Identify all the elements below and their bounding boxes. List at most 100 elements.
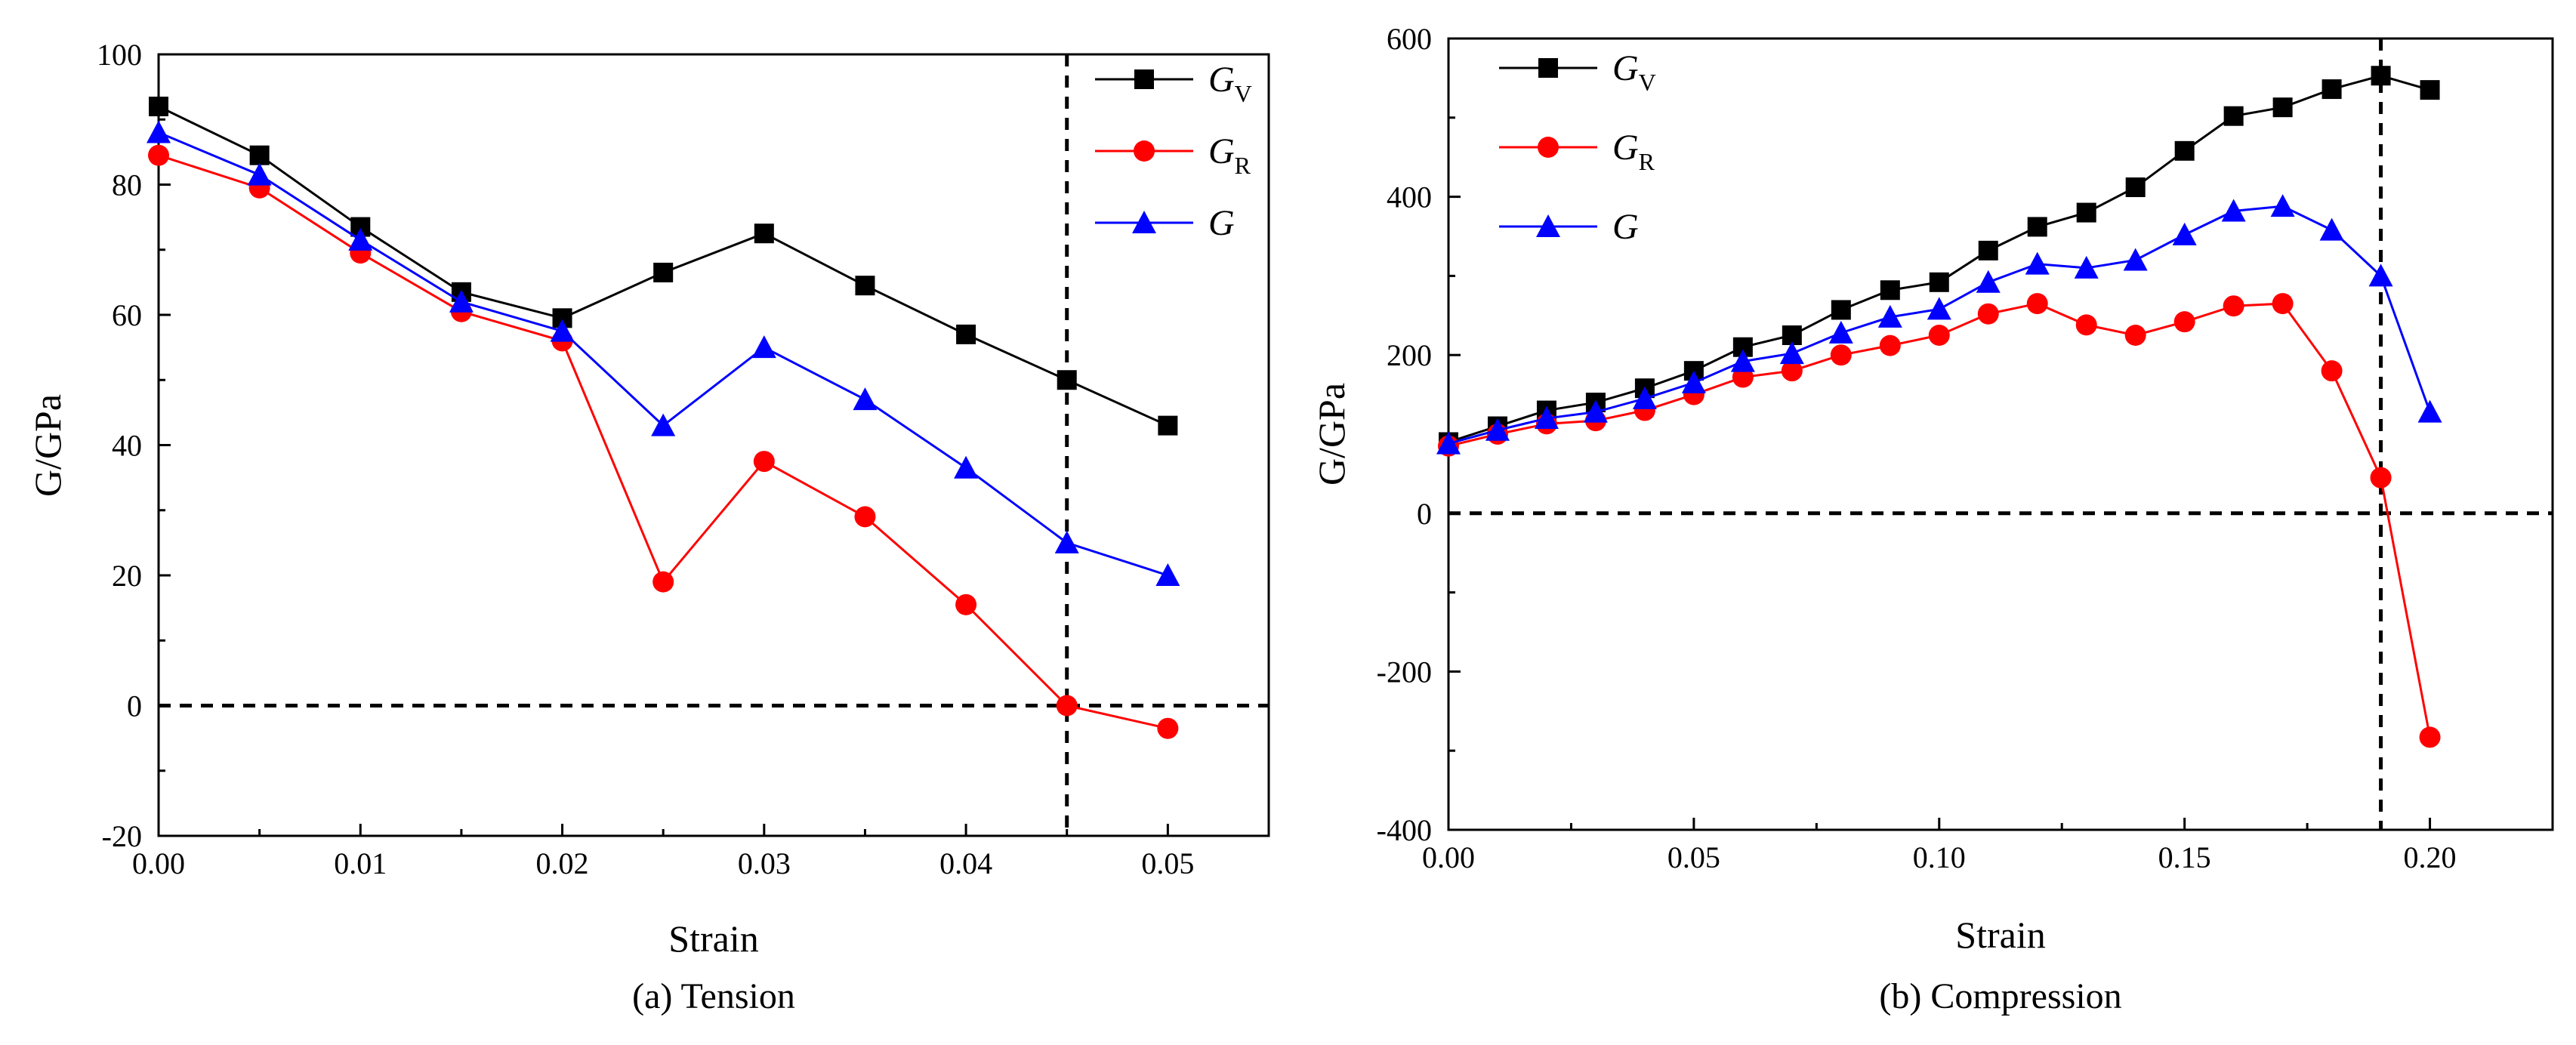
series-g-point [1583, 399, 1608, 423]
series-g-point [2074, 255, 2099, 279]
legend-g-marker [1536, 214, 1560, 237]
series-gv-point [2371, 66, 2391, 86]
series-gv-point [754, 223, 774, 244]
chart-tension: 0.00 0.01 0.02 0.03 0.04 0.05-20020406080100 … [26, 38, 1270, 1016]
series-gv-point [1880, 280, 1900, 301]
series-gr-line [1448, 302, 2432, 738]
legend-gr-label: GR [1612, 128, 1655, 175]
x-tick-label: 0.00 [132, 846, 185, 880]
series-gr-point [1928, 325, 1950, 346]
x-tick-label: 0.10 [1913, 840, 1966, 874]
series-g-point [751, 335, 776, 359]
legend-gr-marker [1134, 140, 1155, 162]
series-gr-point [753, 451, 775, 473]
x-tick-label: 0.01 [334, 846, 387, 880]
series-g-point [2417, 399, 2442, 423]
y-tick-label: 60 [112, 298, 142, 332]
series-g-point [550, 319, 575, 342]
series-g-point [954, 455, 979, 479]
series-g-point [1485, 418, 1510, 441]
legend-g-label: G [1208, 203, 1235, 243]
series-gr-point [1977, 303, 1999, 325]
series-g-point [1155, 563, 1180, 586]
series-gr-point [955, 593, 977, 615]
series-gv-point [2174, 140, 2195, 161]
x-tick-label: 0.05 [1667, 840, 1720, 874]
series-gr-point [2173, 311, 2195, 333]
series-gr-line [158, 154, 1168, 730]
y-tick-label: 80 [112, 168, 142, 202]
series-gr-point [2075, 314, 2097, 336]
series-gv-point [1929, 272, 1949, 292]
series-gv-point [2272, 97, 2293, 118]
series-gr-point [1056, 695, 1078, 717]
series-gv-point [1978, 240, 1998, 260]
x-tick-label: 0.00 [1422, 840, 1475, 874]
series-gr-point [2321, 360, 2343, 382]
x-tick-label: 0.15 [2158, 840, 2211, 874]
series-g-point [2319, 217, 2344, 241]
y-tick-label: 400 [1387, 180, 1432, 214]
series-g-point [348, 227, 373, 251]
y-tick-label: 600 [1387, 22, 1432, 56]
series-g-point [1054, 530, 1079, 553]
series-gr-point [2272, 293, 2294, 315]
series-gv-point [1057, 370, 1077, 390]
series-gv-point [2223, 106, 2244, 126]
series-gv-point [149, 97, 168, 116]
series-gv-point [2076, 202, 2096, 223]
series-g-point [1828, 320, 1853, 344]
legend-gv-label: GV [1612, 48, 1656, 96]
x-tick-label: 0.05 [1141, 846, 1194, 880]
y-axis-label: G/GPa [26, 394, 69, 497]
series-gv-point [1831, 300, 1851, 320]
legend-gr-label: GR [1208, 131, 1251, 179]
series-g-line [158, 131, 1168, 577]
caption: (b) Compression [1879, 976, 2121, 1016]
x-tick-label: 0.20 [2404, 840, 2457, 874]
x-tick-label: 0.04 [939, 846, 992, 880]
series-gv-point [653, 262, 674, 282]
y-tick-label: 0 [127, 689, 142, 723]
series-g-point [1681, 370, 1706, 393]
plot-frame [157, 53, 1270, 837]
series-g-point [2270, 194, 2295, 217]
series-g-point [247, 162, 272, 186]
series-g-point [1436, 431, 1461, 455]
series-g-point [1877, 304, 1902, 328]
x-tick-label: 0.03 [738, 846, 791, 880]
series-gr-point [1830, 344, 1852, 366]
legend-g-label: G [1612, 207, 1639, 247]
series-gv-line [1448, 74, 2430, 443]
legend: GV GR G [1499, 48, 1656, 247]
series-gr-point [1781, 360, 1803, 382]
x-tick-label: 0.02 [536, 846, 589, 880]
caption: (a) Tension [632, 976, 795, 1016]
series-gr-point [1879, 334, 1901, 356]
legend: GV GR G [1095, 60, 1252, 243]
legend-gv-label: GV [1208, 60, 1252, 107]
series-g-point [2221, 199, 2246, 222]
y-axis-label: G/GPa [1310, 383, 1353, 486]
series-gv-point [2321, 79, 2342, 100]
series-g-point [1927, 297, 1951, 320]
series-gv-point [855, 276, 875, 296]
series-g-point [1534, 406, 1559, 430]
series-gr-point [2419, 726, 2441, 748]
series-g-point [853, 387, 878, 411]
series-gr-point [2124, 325, 2146, 346]
y-tick-label: -400 [1377, 813, 1432, 847]
legend-g-marker [1132, 211, 1156, 233]
y-tick-label: 100 [97, 38, 142, 72]
y-tick-label: 200 [1387, 338, 1432, 372]
series-gr-point [652, 571, 674, 593]
series-gr-point [854, 506, 876, 528]
series-gr-point [2026, 293, 2048, 315]
series-gr-point [148, 144, 169, 166]
legend-gr-marker [1538, 137, 1559, 158]
series-g-point [147, 120, 171, 143]
series-g-point [1632, 386, 1657, 409]
x-axis-label: Strain [1955, 914, 2045, 956]
y-tick-label: -200 [1377, 655, 1432, 689]
